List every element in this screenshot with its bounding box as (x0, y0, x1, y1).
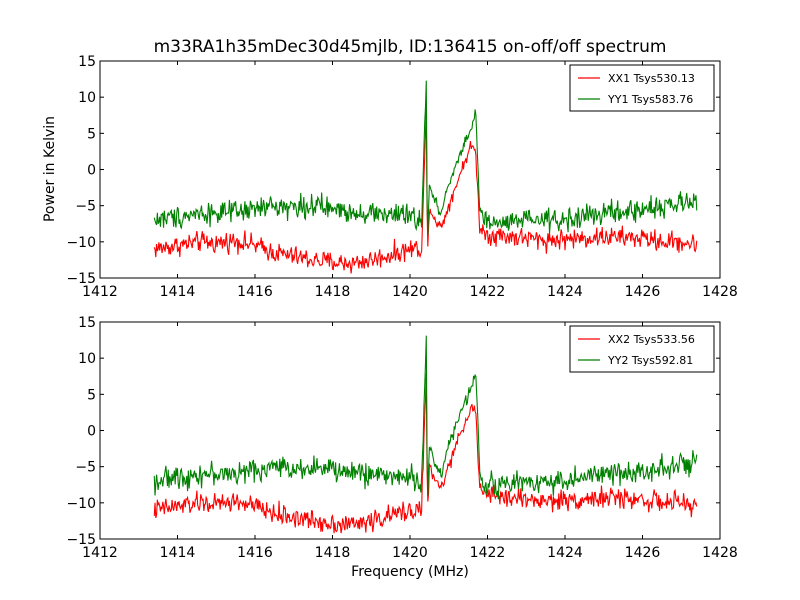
legend-label: YY1 Tsys583.76 (607, 93, 693, 106)
x-tick-label: 1418 (315, 284, 351, 300)
y-axis-label: Power in Kelvin (42, 116, 58, 222)
x-tick-label: 1418 (315, 545, 351, 561)
y-tick-label: 15 (78, 54, 96, 70)
x-tick-label: 1412 (82, 545, 118, 561)
y-tick-label: 10 (78, 351, 96, 367)
legend-box (569, 325, 715, 373)
x-tick-label: 1422 (470, 284, 506, 300)
y-tick-label: −15 (66, 271, 96, 287)
x-tick-label: 1414 (160, 284, 196, 300)
x-tick-label: 1416 (237, 284, 273, 300)
top-subplot: 1412 1414 1416 1418 1420 1422 1424 1426 1428 −15 −… (66, 54, 737, 300)
x-tick-label: 1416 (237, 545, 273, 561)
figure-title: m33RA1h35mDec30d45mjlb, ID:136415 on-off… (154, 37, 667, 57)
series-line-2-2 (153, 335, 698, 500)
x-tick-label: 1424 (547, 545, 583, 561)
y-tick-label: 0 (87, 424, 96, 440)
x-tick-label: 1422 (470, 545, 506, 561)
y-tick-label: −10 (66, 235, 96, 251)
y-tick-label: −15 (66, 532, 96, 548)
x-tick-label: 1414 (160, 545, 196, 561)
bottom-subplot: 1412 1414 1416 1418 1420 1422 1424 1426 1428 −15 −… (66, 315, 737, 561)
x-tick-label: 1420 (392, 284, 428, 300)
legend-label: YY2 Tsys592.81 (607, 354, 693, 367)
legend-box (569, 64, 715, 112)
y-tick-label: 0 (87, 163, 96, 179)
x-tick-label: 1412 (82, 284, 118, 300)
x-tick-label: 1426 (625, 545, 661, 561)
y-tick-label: 15 (78, 315, 96, 331)
x-tick-label: 1428 (702, 545, 738, 561)
x-tick-label: 1426 (625, 284, 661, 300)
x-tick-label: 1424 (547, 284, 583, 300)
y-tick-label: 5 (87, 126, 96, 142)
x-axis-label: Frequency (MHz) (351, 564, 469, 580)
legend-label: XX2 Tsys533.56 (608, 333, 695, 346)
series-line-1-2 (153, 80, 698, 235)
x-tick-label: 1428 (702, 284, 738, 300)
series-line-1-1 (153, 107, 698, 274)
y-tick-label: −5 (75, 199, 96, 215)
y-tick-label: 5 (87, 387, 96, 403)
legend-label: XX1 Tsys530.13 (608, 72, 695, 85)
y-tick-label: 10 (78, 90, 96, 106)
series-line-2-1 (153, 372, 698, 534)
x-tick-label: 1420 (392, 545, 428, 561)
y-tick-label: −10 (66, 496, 96, 512)
y-tick-label: −5 (75, 460, 96, 476)
